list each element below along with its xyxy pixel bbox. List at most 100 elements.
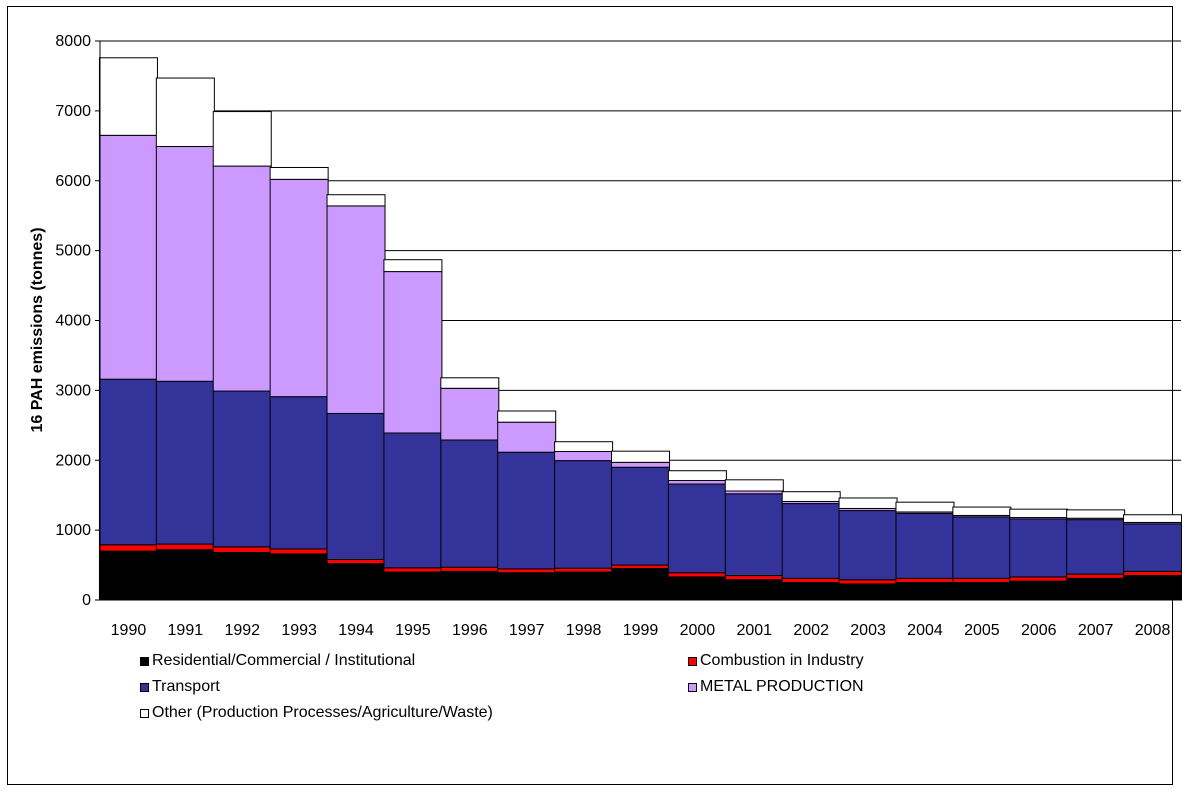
x-tick-label: 1993 — [281, 622, 317, 639]
bar-segment-1993-1 — [269, 548, 329, 555]
legend-label-other: Other (Production Processes/Agriculture/… — [152, 704, 493, 721]
bar-segment-1991-4 — [155, 77, 215, 148]
legend-item-other: Other (Production Processes/Agriculture/… — [140, 704, 493, 722]
bar-segment-2000-3 — [667, 480, 727, 485]
y-tick-label: 3000 — [55, 382, 91, 399]
bar-segment-1997-0 — [497, 572, 557, 601]
bar-segment-2005-2 — [952, 516, 1012, 579]
bar-segment-2006-4 — [1009, 508, 1069, 519]
bar-segment-1997-1 — [497, 568, 557, 574]
bar-segment-2001-2 — [724, 493, 784, 577]
x-tick-label: 1997 — [509, 622, 545, 639]
chart-frame — [7, 6, 1173, 785]
bar-segment-2005-1 — [952, 577, 1012, 584]
bar-segment-1996-3 — [440, 387, 500, 441]
bar-segment-1998-4 — [554, 441, 614, 453]
bar-segment-1995-1 — [383, 567, 443, 573]
bar-segment-1999-2 — [611, 466, 670, 566]
legend-item-transport: Transport — [140, 678, 220, 696]
bar-segment-1995-4 — [383, 259, 443, 273]
bar-segment-1990-0 — [98, 550, 158, 601]
x-tick-label: 2006 — [1021, 622, 1057, 639]
x-tick-label: 1999 — [623, 622, 659, 639]
bar-segment-1993-3 — [269, 178, 329, 398]
bar-segment-2001-4 — [724, 479, 784, 492]
bar-segment-1998-3 — [554, 451, 614, 462]
bar-segment-1993-4 — [269, 166, 329, 180]
y-tick-label: 8000 — [55, 33, 91, 50]
legend-label-transport: Transport — [152, 678, 220, 695]
y-tick-label: 4000 — [55, 313, 91, 330]
bar-segment-2003-2 — [838, 510, 898, 581]
legend-item-combustion: Combustion in Industry — [688, 652, 864, 670]
x-tick-label: 2005 — [964, 622, 1000, 639]
bar-segment-2007-2 — [1066, 519, 1126, 575]
bar-segment-2008-4 — [1123, 514, 1182, 523]
bar-segment-2003-4 — [838, 497, 898, 509]
bar-segment-1991-1 — [155, 543, 215, 551]
y-tick-label: 2000 — [55, 452, 91, 469]
x-tick-label: 2007 — [1078, 622, 1114, 639]
bar-segment-1991-2 — [155, 380, 215, 545]
x-tick-label: 1992 — [224, 622, 260, 639]
bar-segment-1998-0 — [554, 571, 614, 601]
legend-swatch-residential — [140, 656, 149, 666]
legend-item-metal: METAL PRODUCTION — [688, 678, 864, 696]
bar-segment-2007-0 — [1066, 577, 1126, 601]
x-tick-label: 1998 — [566, 622, 602, 639]
bar-segment-2001-1 — [724, 575, 784, 581]
legend-swatch-transport — [140, 682, 149, 692]
bar-segment-1994-0 — [326, 563, 386, 601]
bar-segment-2002-4 — [781, 491, 841, 502]
bar-segment-2005-4 — [952, 506, 1012, 516]
bar-segment-2004-1 — [895, 577, 955, 584]
bar-segment-2000-0 — [667, 576, 727, 601]
bar-segment-1990-4 — [98, 57, 158, 136]
bar-segment-2004-0 — [895, 582, 955, 601]
bar-segment-1991-3 — [155, 146, 215, 382]
bar-segment-2008-0 — [1123, 575, 1182, 601]
y-tick-label: 7000 — [55, 103, 91, 120]
y-tick-label: 5000 — [55, 243, 91, 260]
bar-segment-1992-4 — [212, 111, 272, 167]
bar-segment-1992-2 — [212, 390, 272, 548]
bar-segment-1999-4 — [611, 450, 670, 463]
bar-segment-2000-4 — [667, 470, 727, 482]
y-axis-label: 16 PAH emissions (tonnes) — [29, 227, 46, 432]
y-tick-label: 0 — [82, 592, 91, 609]
legend-label-residential: Residential/Commercial / Institutional — [152, 652, 416, 669]
legend-swatch-other — [140, 708, 149, 718]
bar-segment-2001-0 — [724, 579, 784, 601]
bar-segment-2008-1 — [1123, 570, 1182, 577]
bar-segment-1994-4 — [326, 194, 386, 207]
bar-segment-2005-0 — [952, 582, 1012, 601]
bar-segment-1999-0 — [611, 568, 670, 601]
bar-segment-1997-4 — [497, 410, 557, 423]
bar-segment-2003-0 — [838, 583, 898, 601]
bar-segment-1994-2 — [326, 412, 386, 560]
bar-segment-1990-1 — [98, 544, 158, 552]
x-tick-label: 1995 — [395, 622, 431, 639]
bar-segment-2007-1 — [1066, 573, 1126, 579]
bar-segment-1997-3 — [497, 421, 557, 453]
bar-segment-2000-2 — [667, 483, 727, 574]
x-tick-label: 2001 — [736, 622, 772, 639]
bar-segment-1990-3 — [98, 134, 158, 380]
bar-segment-1996-1 — [440, 566, 500, 572]
x-tick-label: 2000 — [680, 622, 716, 639]
bars — [98, 57, 1182, 601]
bar-segment-1995-3 — [383, 271, 443, 434]
legend-swatch-metal — [688, 682, 697, 692]
bar-segment-2008-2 — [1123, 523, 1182, 572]
bar-segment-2004-2 — [895, 512, 955, 579]
bar-segment-1996-4 — [440, 377, 500, 389]
x-tick-label: 1991 — [168, 622, 204, 639]
bar-segment-1998-1 — [554, 567, 614, 573]
x-tick-label: 2004 — [907, 622, 943, 639]
bar-segment-1997-2 — [497, 451, 557, 570]
bar-segment-2007-4 — [1066, 509, 1126, 519]
legend-swatch-combustion — [688, 656, 697, 666]
bar-segment-1998-2 — [554, 460, 614, 569]
y-tick-label: 1000 — [55, 522, 91, 539]
